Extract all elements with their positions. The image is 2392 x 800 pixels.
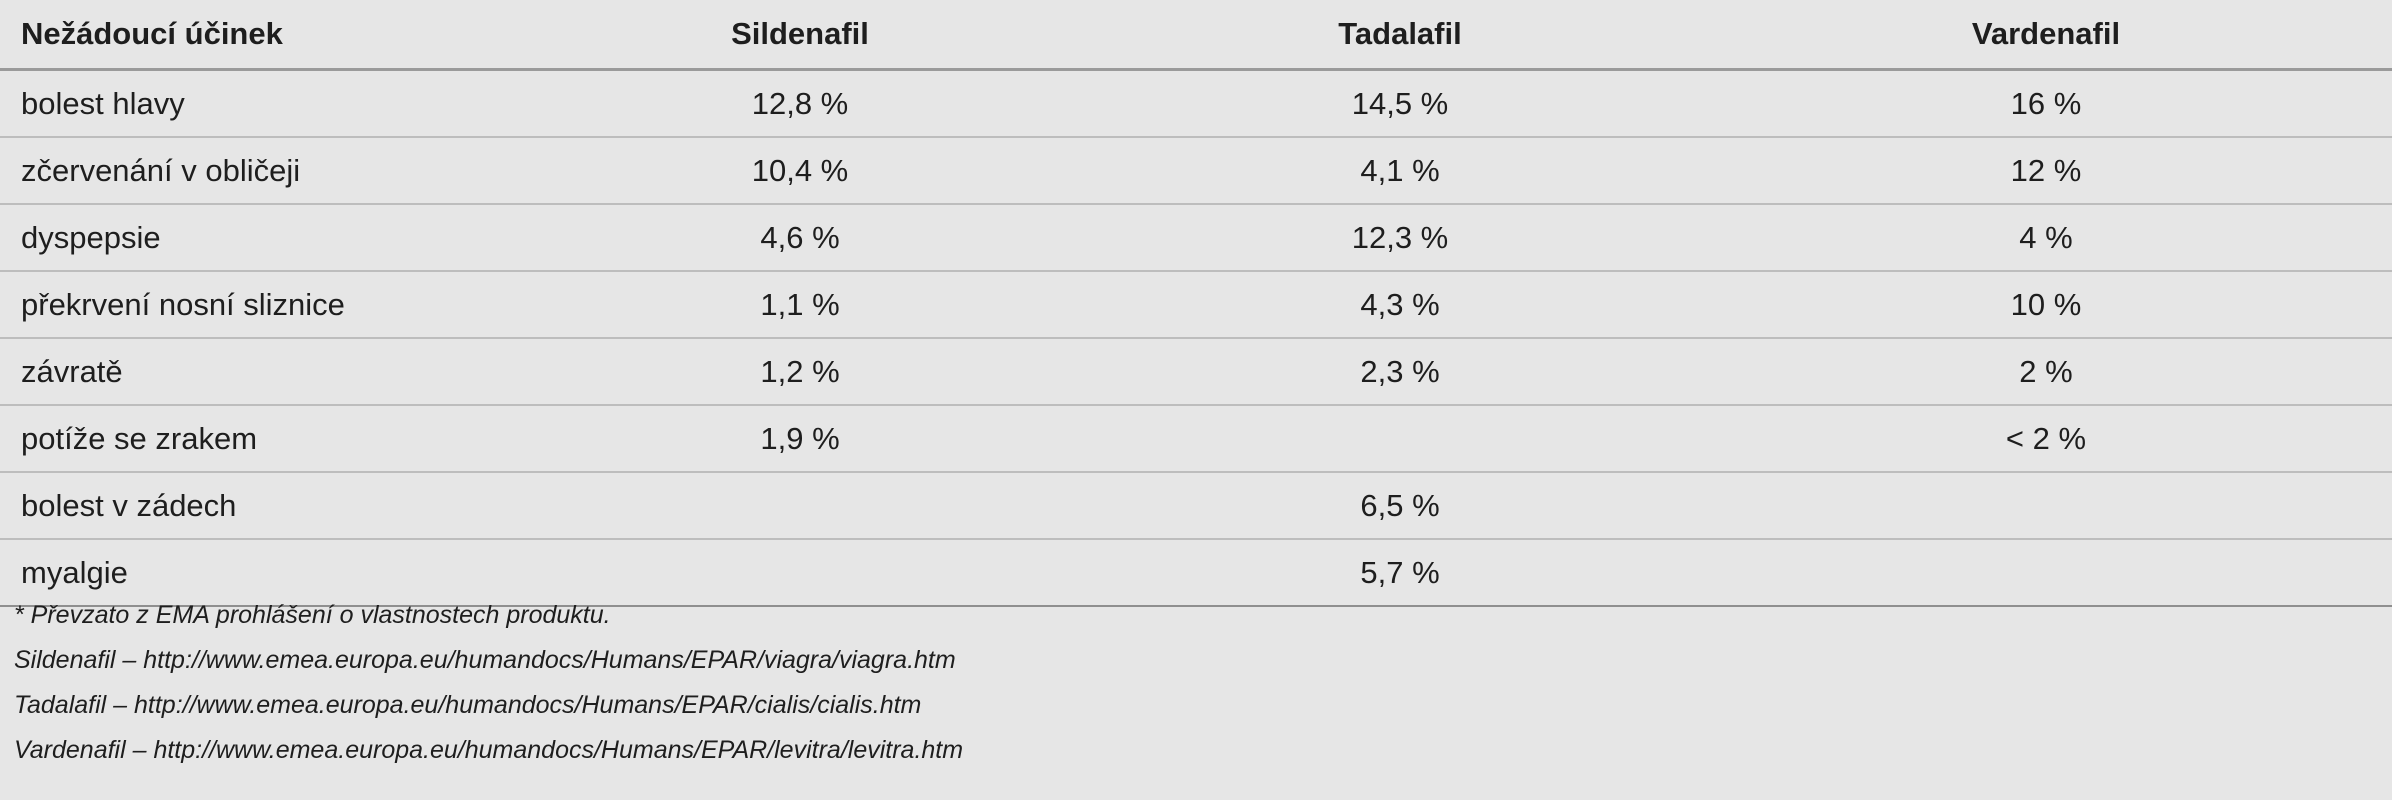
table-row: bolest v zádech 6,5 % [0, 471, 2392, 540]
sildenafil-value: 10,4 % [500, 136, 1100, 205]
table-row: závratě 1,2 % 2,3 % 2 % [0, 337, 2392, 406]
side-effect-name: bolest hlavy [0, 69, 500, 138]
sildenafil-value: 1,2 % [500, 337, 1100, 406]
tadalafil-value: 14,5 % [1100, 69, 1700, 138]
column-header-sildenafil: Sildenafil [500, 0, 1100, 71]
footnote-tadalafil-reference: Tadalafil – http://www.emea.europa.eu/hu… [14, 691, 922, 719]
tadalafil-value: 4,1 % [1100, 136, 1700, 205]
side-effect-name: myalgie [0, 538, 500, 607]
side-effect-name: zčervenání v obličeji [0, 136, 500, 205]
footnote-sildenafil-reference: Sildenafil – http://www.emea.europa.eu/h… [14, 646, 956, 674]
table-footnotes: * Převzato z EMA prohlášení o vlastnoste… [14, 603, 2374, 783]
side-effect-name: bolest v zádech [0, 471, 500, 540]
tadalafil-value: 4,3 % [1100, 270, 1700, 339]
tadalafil-value: 5,7 % [1100, 538, 1700, 607]
tadalafil-value: 2,3 % [1100, 337, 1700, 406]
vardenafil-value: 4 % [1700, 203, 2392, 272]
column-header-vardenafil: Vardenafil [1700, 0, 2392, 71]
tadalafil-value: 12,3 % [1100, 203, 1700, 272]
footnote-source: * Převzato z EMA prohlášení o vlastnoste… [14, 601, 611, 629]
table-header-row: Nežádoucí účinek Sildenafil Tadalafil Va… [0, 0, 2392, 71]
sildenafil-value: 1,1 % [500, 270, 1100, 339]
column-header-side-effect: Nežádoucí účinek [0, 0, 500, 71]
sildenafil-value: 12,8 % [500, 69, 1100, 138]
vardenafil-value [1700, 471, 2392, 540]
sildenafil-value: 1,9 % [500, 404, 1100, 473]
side-effect-name: překrvení nosní sliznice [0, 270, 500, 339]
table-row: myalgie 5,7 % [0, 538, 2392, 607]
sildenafil-value [500, 471, 1100, 540]
vardenafil-value: 16 % [1700, 69, 2392, 138]
side-effect-name: potíže se zrakem [0, 404, 500, 473]
side-effect-name: závratě [0, 337, 500, 406]
side-effects-table: Nežádoucí účinek Sildenafil Tadalafil Va… [0, 0, 2392, 607]
footnote-vardenafil-reference: Vardenafil – http://www.emea.europa.eu/h… [14, 736, 964, 764]
table-row: bolest hlavy 12,8 % 14,5 % 16 % [0, 69, 2392, 138]
sildenafil-value [500, 538, 1100, 607]
tadalafil-value [1100, 404, 1700, 473]
table-row: zčervenání v obličeji 10,4 % 4,1 % 12 % [0, 136, 2392, 205]
vardenafil-value: 12 % [1700, 136, 2392, 205]
column-header-tadalafil: Tadalafil [1100, 0, 1700, 71]
vardenafil-value [1700, 538, 2392, 607]
table-row: potíže se zrakem 1,9 % < 2 % [0, 404, 2392, 473]
tadalafil-value: 6,5 % [1100, 471, 1700, 540]
table-row: překrvení nosní sliznice 1,1 % 4,3 % 10 … [0, 270, 2392, 339]
sildenafil-value: 4,6 % [500, 203, 1100, 272]
vardenafil-value: < 2 % [1700, 404, 2392, 473]
side-effect-name: dyspepsie [0, 203, 500, 272]
table-row: dyspepsie 4,6 % 12,3 % 4 % [0, 203, 2392, 272]
vardenafil-value: 10 % [1700, 270, 2392, 339]
vardenafil-value: 2 % [1700, 337, 2392, 406]
